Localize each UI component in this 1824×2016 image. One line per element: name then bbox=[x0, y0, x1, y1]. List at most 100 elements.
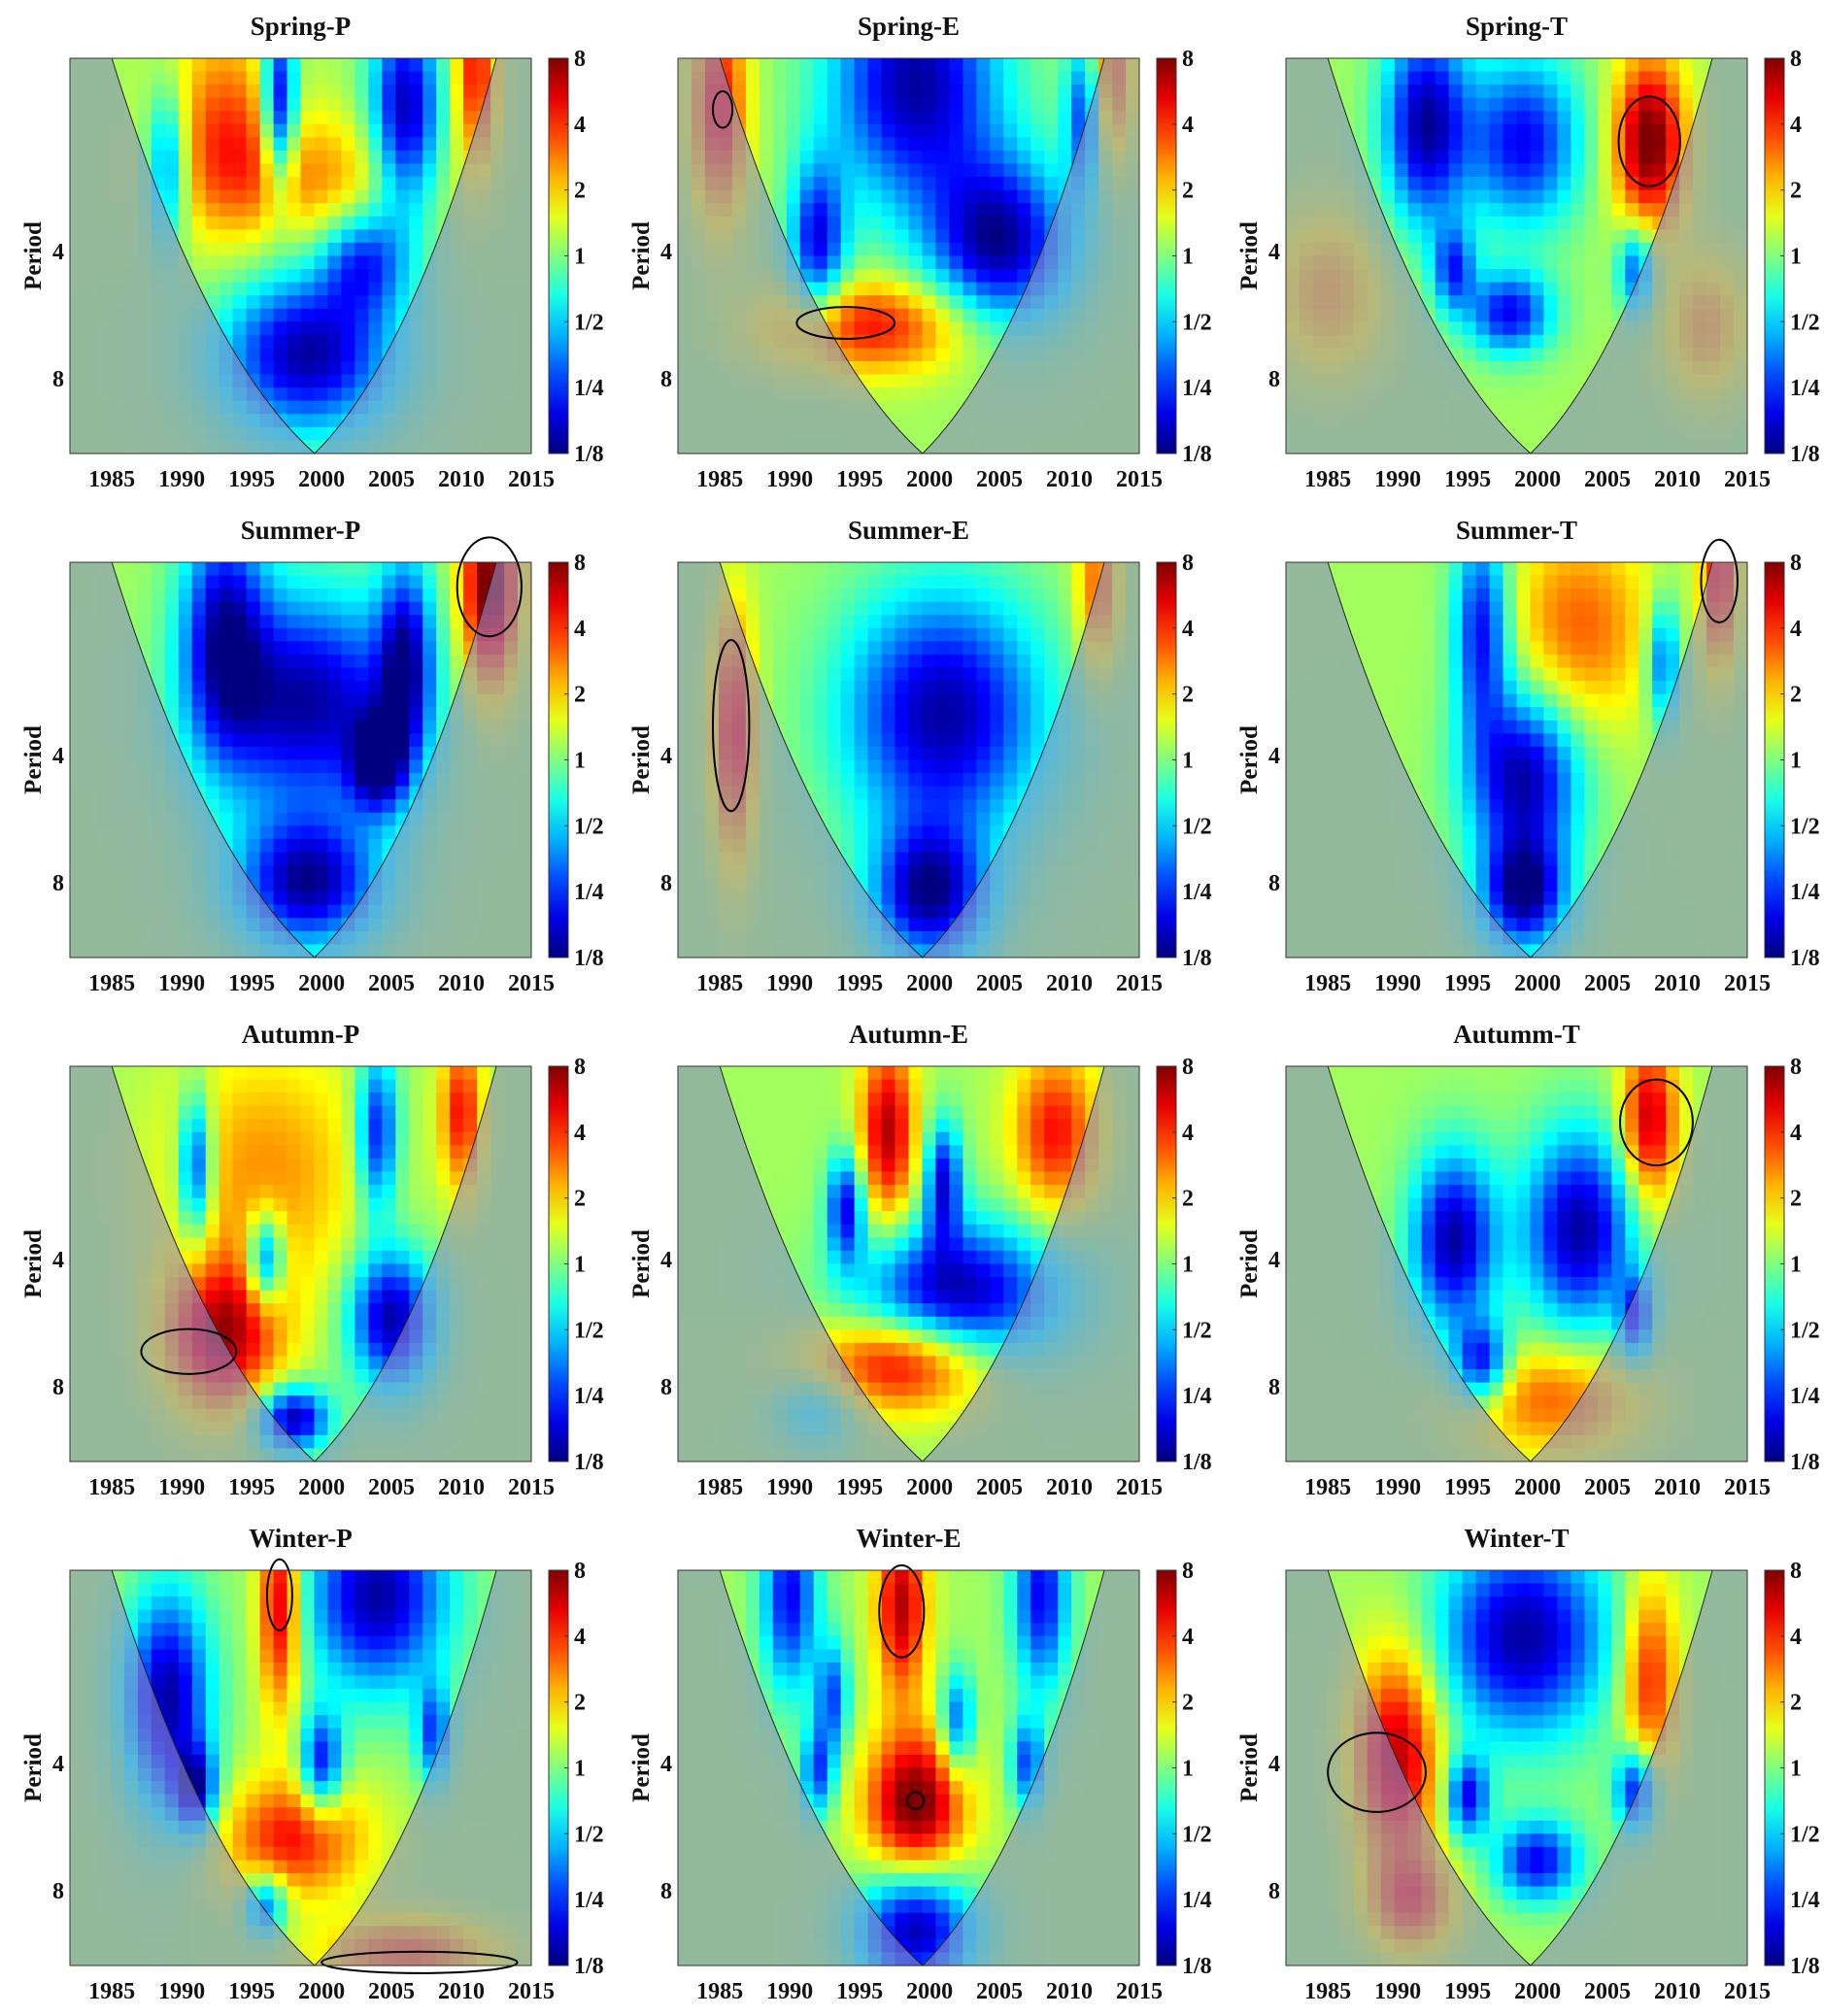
heat-cell bbox=[1394, 84, 1409, 99]
heat-cell bbox=[314, 891, 329, 906]
heat-cell bbox=[314, 361, 329, 376]
heat-cell bbox=[1503, 163, 1518, 178]
heat-cell bbox=[963, 374, 977, 388]
heat-cell bbox=[935, 137, 950, 151]
heat-cell bbox=[259, 151, 275, 165]
heat-cell bbox=[867, 84, 883, 99]
heat-cell bbox=[799, 667, 815, 682]
heat-cell bbox=[436, 123, 451, 138]
heat-cell bbox=[949, 111, 963, 125]
heat-cell bbox=[895, 137, 910, 151]
plot-frame bbox=[677, 57, 1140, 454]
heat-cell bbox=[1044, 681, 1059, 695]
heat-cell bbox=[1543, 269, 1558, 284]
heat-cell bbox=[1421, 189, 1436, 204]
heat-cell bbox=[164, 641, 180, 655]
heat-cell bbox=[922, 189, 937, 204]
heat-cell bbox=[314, 641, 329, 655]
heat-cell bbox=[1598, 163, 1612, 178]
heat-cell bbox=[300, 562, 316, 577]
heat-cell bbox=[178, 71, 193, 85]
heat-cell bbox=[327, 361, 342, 376]
heat-cell bbox=[963, 852, 977, 866]
heat-cell bbox=[908, 707, 924, 722]
heat-cell bbox=[1071, 601, 1086, 616]
heat-cell bbox=[895, 189, 910, 204]
heat-cell bbox=[1030, 58, 1045, 73]
heat-cell bbox=[1571, 255, 1585, 270]
colorbar-tick-label: 1/4 bbox=[1182, 376, 1212, 401]
heat-cell bbox=[246, 334, 261, 350]
heat-cell bbox=[908, 163, 924, 178]
heat-cell bbox=[854, 269, 869, 284]
heat-cell bbox=[341, 693, 355, 708]
heat-cell bbox=[827, 163, 842, 178]
heat-cell bbox=[772, 641, 788, 655]
heat-cell bbox=[1085, 562, 1099, 577]
heat-cell bbox=[409, 58, 423, 73]
heat-cell bbox=[327, 891, 342, 906]
heat-cell bbox=[246, 71, 261, 85]
heat-cell bbox=[1489, 321, 1504, 336]
heat-cell bbox=[355, 229, 369, 244]
heat-cell bbox=[854, 615, 869, 629]
heat-cell bbox=[1017, 216, 1031, 230]
heat-cell bbox=[191, 681, 207, 695]
heat-cell bbox=[1003, 720, 1018, 734]
heat-cell bbox=[273, 123, 288, 138]
heat-cell bbox=[246, 562, 261, 577]
heat-cell bbox=[990, 601, 1004, 616]
heat-cell bbox=[327, 84, 342, 99]
heat-cell bbox=[854, 177, 869, 191]
heat-cell bbox=[827, 71, 842, 85]
heat-cell bbox=[287, 588, 302, 603]
heat-cell bbox=[827, 588, 842, 603]
heat-cell bbox=[259, 97, 275, 112]
heat-cell bbox=[1044, 655, 1059, 669]
heat-cell bbox=[1543, 295, 1558, 310]
heat-cell bbox=[854, 308, 869, 322]
x-tick-label: 2000 bbox=[1514, 467, 1561, 492]
x-tick-label: 1990 bbox=[158, 971, 205, 996]
heat-cell bbox=[990, 615, 1004, 629]
heat-cell bbox=[813, 733, 828, 748]
heat-cell bbox=[895, 348, 910, 362]
heat-cell bbox=[949, 601, 963, 616]
significance-contour bbox=[795, 306, 896, 340]
heat-cell bbox=[409, 627, 423, 642]
heat-cell bbox=[314, 177, 329, 191]
heat-cell bbox=[881, 825, 896, 840]
heat-cell bbox=[314, 348, 329, 362]
heat-cell bbox=[205, 229, 220, 244]
heat-cell bbox=[246, 282, 261, 296]
heat-cell bbox=[1421, 123, 1436, 138]
heat-cell bbox=[854, 838, 869, 854]
panel-title: Summer-E bbox=[848, 516, 969, 545]
heat-cell bbox=[799, 601, 815, 616]
heat-cell bbox=[1058, 562, 1072, 577]
heat-cell bbox=[895, 681, 910, 695]
heat-cell bbox=[1489, 400, 1504, 415]
heat-cell bbox=[300, 400, 316, 415]
heat-cell bbox=[382, 575, 396, 589]
heat-cell bbox=[151, 163, 166, 178]
heat-cell bbox=[908, 269, 924, 284]
heat-cell bbox=[341, 229, 355, 244]
heat-cell bbox=[949, 799, 963, 814]
heat-cell bbox=[382, 321, 396, 336]
heat-cell bbox=[327, 123, 342, 138]
heat-cell bbox=[813, 189, 828, 204]
heat-cell bbox=[867, 733, 883, 748]
heat-cell bbox=[205, 269, 220, 284]
heat-cell bbox=[990, 151, 1004, 165]
heat-cell bbox=[273, 163, 288, 178]
heat-cell bbox=[1489, 229, 1504, 244]
heat-cell bbox=[922, 282, 937, 296]
heat-cell bbox=[246, 693, 261, 708]
heat-cell bbox=[314, 242, 329, 257]
heat-cell bbox=[436, 627, 451, 642]
heat-cell bbox=[355, 825, 369, 840]
heat-cell bbox=[1516, 400, 1532, 415]
heat-cell bbox=[867, 216, 883, 230]
heat-cell bbox=[867, 123, 883, 138]
